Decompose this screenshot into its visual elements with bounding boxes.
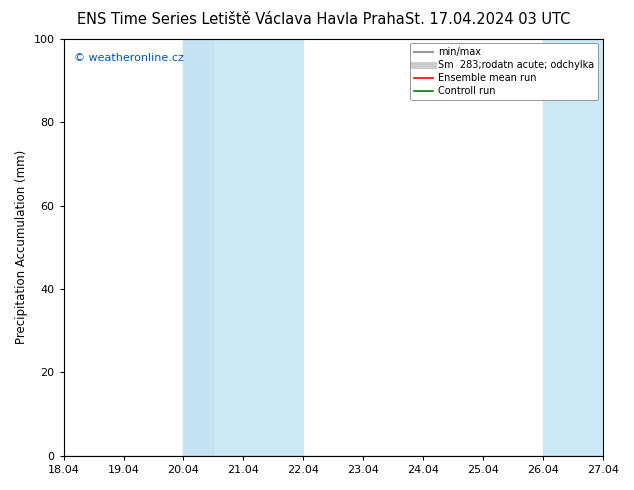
Bar (183, 39, 214, 456)
Y-axis label: Precipitation Accumulation (mm): Precipitation Accumulation (mm) (15, 150, 28, 344)
Text: © weatheronline.cz: © weatheronline.cz (74, 53, 184, 63)
Text: ENS Time Series Letiště Václava Havla Praha: ENS Time Series Letiště Václava Havla Pr… (77, 12, 404, 27)
Bar (183, 39, 303, 456)
Legend: min/max, Sm  283;rodatn acute; odchylka, Ensemble mean run, Controll run: min/max, Sm 283;rodatn acute; odchylka, … (410, 44, 598, 100)
Bar (543, 39, 603, 456)
Text: St. 17.04.2024 03 UTC: St. 17.04.2024 03 UTC (406, 12, 571, 27)
